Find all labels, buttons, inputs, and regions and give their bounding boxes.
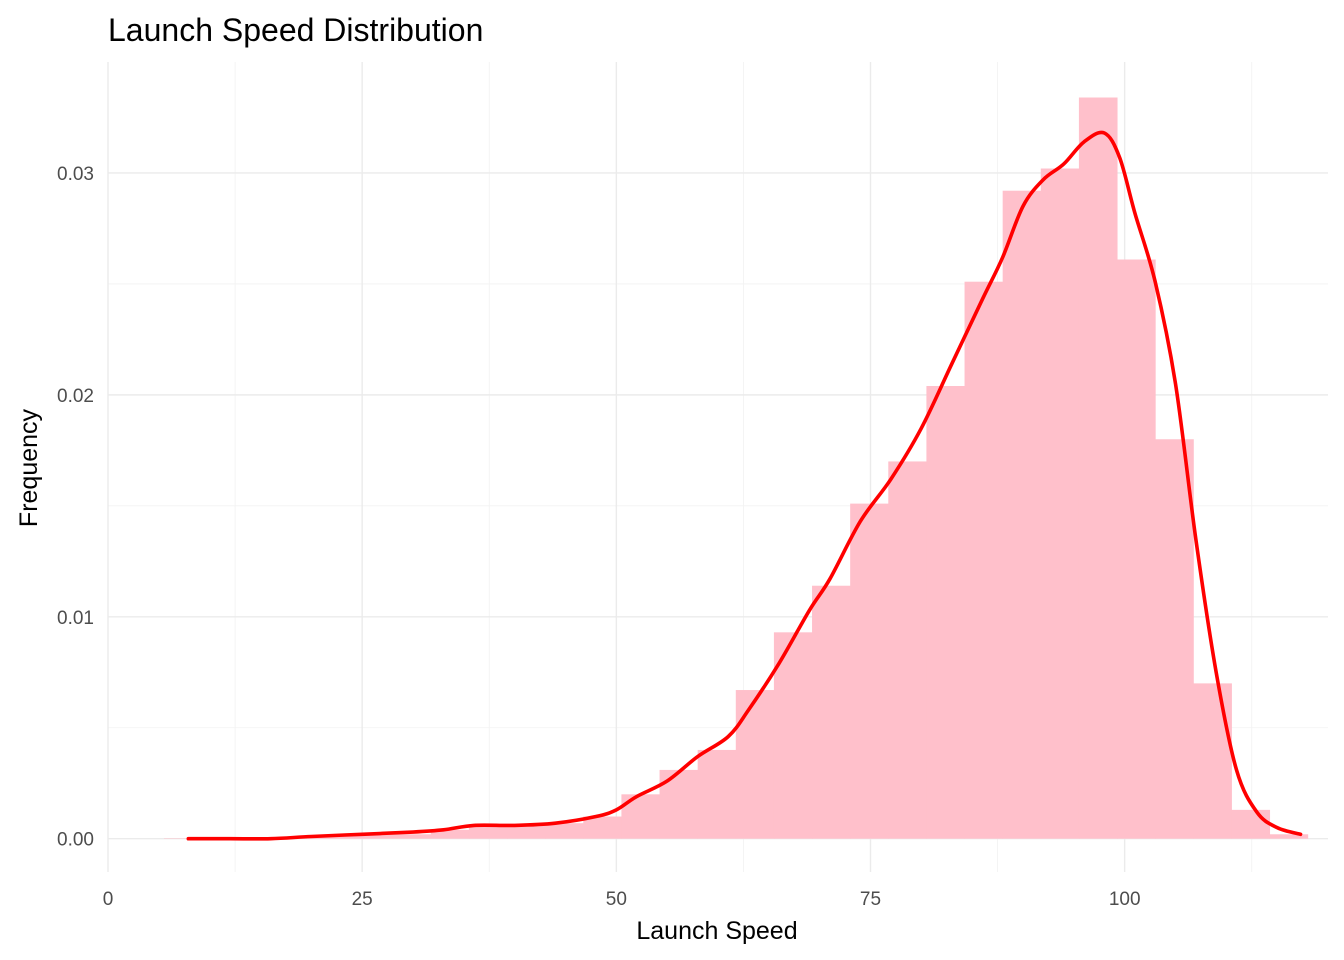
histogram-bar (773, 632, 813, 839)
y-tick-label: 0.03 (57, 164, 94, 185)
density-line (186, 130, 1303, 841)
x-tick-label: 50 (606, 889, 627, 910)
chart-title: Launch Speed Distribution (108, 12, 483, 48)
histogram-bar (392, 834, 432, 839)
histogram-bar (1231, 809, 1271, 839)
y-axis-title: Frequency (15, 408, 43, 527)
histogram-bar (430, 829, 470, 839)
x-tick-label: 100 (1109, 889, 1141, 910)
histogram-bar (1269, 834, 1309, 839)
histogram-bar (545, 823, 584, 839)
histogram-bar (354, 834, 394, 839)
histogram-bar (1040, 168, 1080, 839)
histogram-bar (507, 825, 546, 839)
x-axis-title: Launch Speed (636, 917, 797, 945)
histogram-bar (316, 836, 356, 839)
histogram-bar (1002, 190, 1042, 839)
y-tick-label: 0.00 (57, 830, 94, 851)
x-tick-label: 0 (103, 889, 114, 910)
histogram-bar (1155, 439, 1194, 839)
y-tick-label: 0.01 (57, 608, 94, 629)
histogram-bar (926, 386, 966, 839)
histogram-bar (1078, 97, 1118, 839)
x-tick-label: 75 (860, 889, 881, 910)
y-tick-label: 0.02 (57, 386, 94, 407)
histogram-bar (583, 816, 622, 839)
histogram-bar (735, 690, 775, 839)
histogram-bar (812, 585, 851, 839)
x-tick-label: 25 (352, 889, 373, 910)
histogram-bar (888, 461, 927, 839)
density-curve-layer (186, 130, 1303, 841)
y-axis-ticks: 0.00 0.01 0.02 0.03 (57, 164, 94, 851)
histogram-bar (1117, 259, 1156, 839)
histogram-bar (850, 503, 889, 839)
histogram-bar (697, 749, 737, 839)
x-axis-ticks: 0 25 50 75 100 (103, 889, 1141, 910)
histogram-bars (163, 97, 1309, 839)
histogram-bar (964, 281, 1004, 839)
histogram-bar (468, 825, 508, 839)
histogram-bar (1193, 683, 1232, 839)
